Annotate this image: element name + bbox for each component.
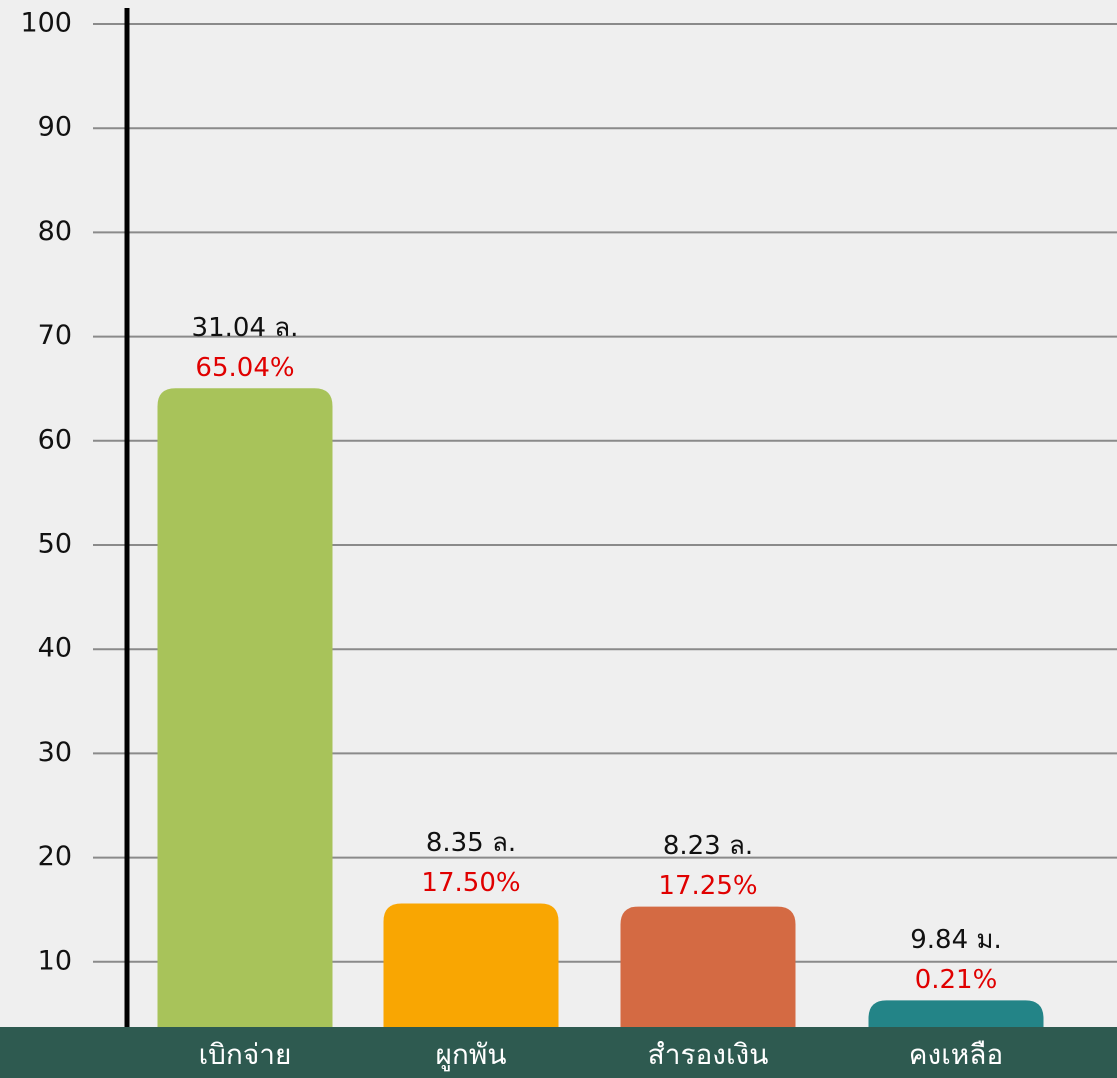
- y-tick-label: 20: [38, 841, 72, 872]
- x-tick-label: สำรองเงิน: [648, 1038, 769, 1071]
- y-tick-label: 10: [38, 945, 72, 976]
- y-tick-label: 60: [38, 424, 72, 455]
- percent-label: 17.50%: [421, 868, 520, 898]
- y-tick-label: 100: [20, 8, 72, 39]
- bar: [383, 903, 559, 1066]
- x-tick-label: ผูกพัน: [436, 1038, 507, 1072]
- y-tick-label: 40: [38, 633, 72, 664]
- x-tick-label: เบิกจ่าย: [199, 1038, 292, 1071]
- percent-label: 65.04%: [195, 353, 294, 383]
- y-tick-label: 30: [38, 737, 72, 768]
- amount-label: 8.35 ล.: [426, 828, 516, 858]
- category-band: [0, 1027, 1117, 1078]
- amount-label: 31.04 ล.: [192, 313, 299, 343]
- percent-label: 0.21%: [915, 965, 998, 995]
- amount-label: 8.23 ล.: [663, 831, 753, 861]
- percent-label: 17.25%: [658, 871, 757, 901]
- y-tick-label: 90: [38, 112, 72, 143]
- bar: [620, 906, 796, 1066]
- y-tick-label: 80: [38, 216, 72, 247]
- bar: [157, 388, 333, 1066]
- y-tick-label: 50: [38, 529, 72, 560]
- y-tick-label: 70: [38, 320, 72, 351]
- x-tick-label: คงเหลือ: [909, 1038, 1003, 1071]
- amount-label: 9.84 ม.: [910, 925, 1002, 955]
